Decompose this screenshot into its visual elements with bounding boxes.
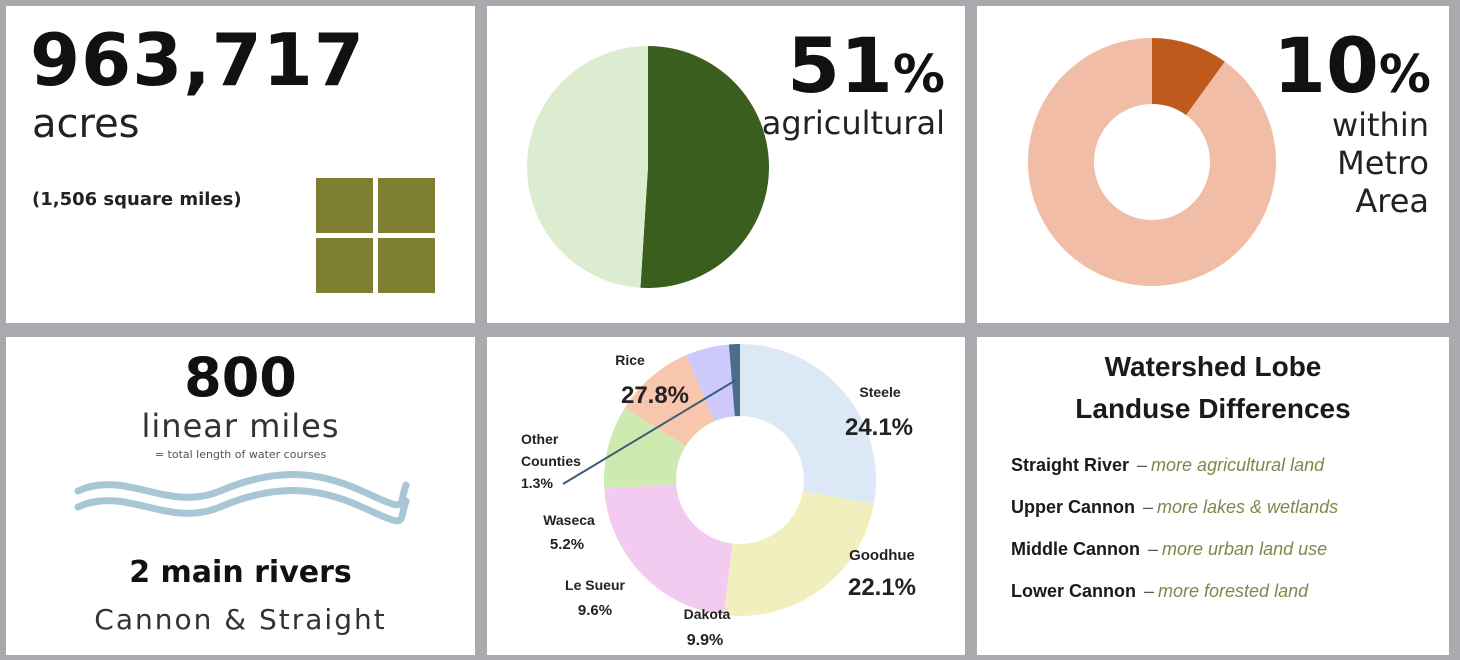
main-rivers-count: 2 main rivers: [129, 555, 352, 590]
agricultural-percent-number: 51: [787, 21, 893, 110]
label-dakota: Dakota: [684, 606, 731, 622]
main-rivers-names: Cannon & Straight: [94, 603, 387, 636]
label-rice: Rice: [615, 352, 645, 368]
lobe-desc: more lakes & wetlands: [1157, 497, 1339, 517]
counties-donut-chart: Rice 27.8% Steele 24.1% Goodhue 22.1% Dakota 9.…: [521, 344, 916, 649]
value-other-counties: 1.3%: [521, 475, 553, 491]
label-other-counties-line-2: Counties: [521, 453, 581, 469]
slice-other: [527, 46, 648, 288]
leader-line-other-counties: [562, 379, 737, 485]
river-miles-label: linear miles: [141, 407, 340, 445]
slice-goodhue: [604, 484, 733, 616]
agricultural-pie-chart: [527, 46, 770, 288]
label-other-counties-line-1: Other: [521, 431, 559, 447]
slice-dakota: [604, 407, 686, 489]
river-miles-value: 800: [184, 346, 297, 409]
metro-label-line-3: Area: [1355, 182, 1429, 220]
lobe-desc: more agricultural land: [1151, 455, 1325, 475]
lobe-desc: more forested land: [1158, 581, 1309, 601]
slice-waseca: [685, 344, 735, 422]
lobes-title-line-2: Landuse Differences: [1075, 393, 1351, 424]
agricultural-percent-sign: %: [892, 45, 945, 105]
rivers-panel: 800 linear miles = total length of water…: [6, 337, 475, 655]
label-steele: Steele: [859, 384, 900, 400]
metro-donut-chart: [1028, 38, 1276, 286]
label-le-sueur: Le Sueur: [565, 577, 625, 593]
metro-label-line-1: within: [1331, 106, 1429, 144]
metro-panel: 10% within Metro Area: [977, 6, 1449, 323]
slice-outside-metro-area: [1028, 38, 1276, 286]
lobe-row-lower-cannon: Lower Cannon – more forested land: [1011, 581, 1309, 601]
slice-within-metro-area: [1152, 38, 1225, 116]
river-wave-icon: [74, 471, 410, 525]
metro-percent-number: 10: [1273, 21, 1379, 110]
slice-steele: [723, 491, 874, 616]
square-miles-note: (1,506 square miles): [32, 189, 242, 210]
lobe-name: Upper Cannon: [1011, 497, 1135, 517]
value-goodhue: 22.1%: [848, 574, 916, 601]
agricultural-panel: 51% agricultural: [487, 6, 965, 323]
lobe-name: Lower Cannon: [1011, 581, 1136, 601]
lobe-row-straight-river: Straight River – more agricultural land: [1011, 455, 1325, 475]
label-waseca: Waseca: [543, 512, 595, 528]
value-le-sueur: 9.6%: [578, 602, 612, 619]
metro-label-line-2: Metro: [1337, 144, 1429, 182]
river-miles-note: = total length of water courses: [154, 448, 327, 461]
lobe-name: Straight River: [1011, 455, 1130, 475]
slice-agricultural: [640, 46, 770, 288]
agricultural-label: agricultural: [761, 104, 945, 142]
label-goodhue: Goodhue: [849, 547, 915, 564]
lobes-title-line-1: Watershed Lobe: [1104, 351, 1322, 382]
value-dakota: 9.9%: [687, 632, 723, 649]
counties-panel: Rice 27.8% Steele 24.1% Goodhue 22.1% Dakota 9.…: [487, 337, 965, 655]
value-steele: 24.1%: [845, 414, 913, 441]
lobe-row-middle-cannon: Middle Cannon – more urban land use: [1011, 539, 1328, 559]
lobe-name: Middle Cannon: [1011, 539, 1140, 559]
square-grid-icon: [316, 178, 440, 298]
slice-rice: [740, 344, 876, 504]
value-waseca: 5.2%: [550, 536, 584, 553]
lobe-row-upper-cannon: Upper Cannon – more lakes & wetlands: [1011, 497, 1339, 517]
lobe-desc: more urban land use: [1162, 539, 1328, 559]
agricultural-percent: 51%: [787, 28, 945, 104]
lobes-panel: Watershed Lobe Landuse Differences Strai…: [977, 337, 1449, 655]
metro-percent-sign: %: [1378, 45, 1431, 105]
slice-le-sueur: [624, 355, 715, 447]
acres-value: 963,717: [30, 18, 365, 102]
metro-percent: 10%: [1273, 28, 1431, 104]
acres-unit: acres: [32, 101, 140, 147]
value-rice: 27.8%: [621, 382, 689, 409]
acres-panel: 963,717 acres (1,506 square miles): [6, 6, 475, 323]
